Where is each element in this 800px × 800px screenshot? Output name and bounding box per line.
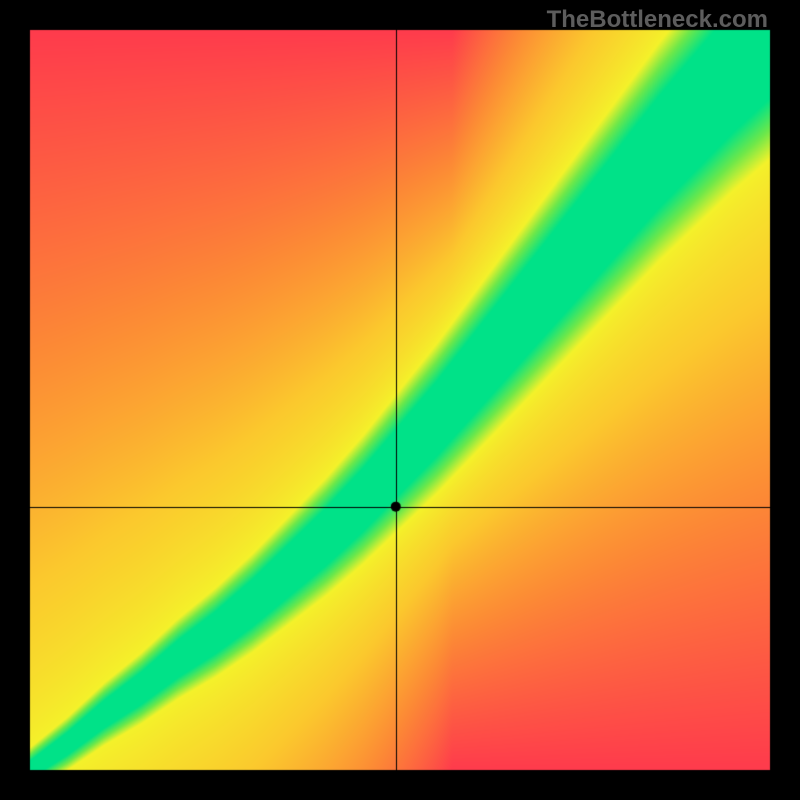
- bottleneck-heatmap: [0, 0, 800, 800]
- watermark-text: TheBottleneck.com: [547, 6, 768, 34]
